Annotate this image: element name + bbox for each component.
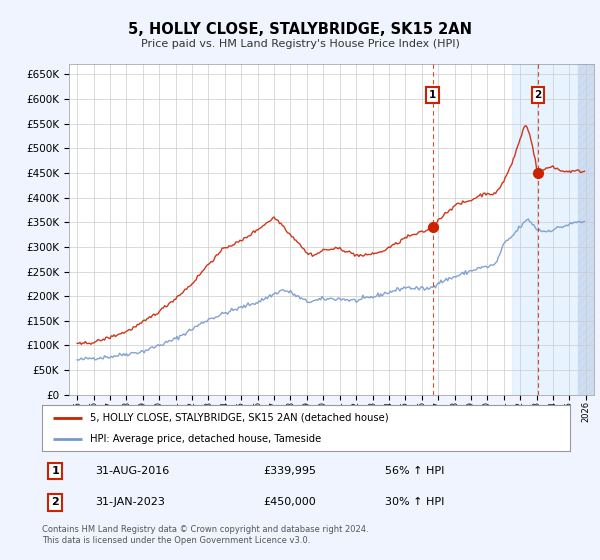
Text: 5, HOLLY CLOSE, STALYBRIDGE, SK15 2AN (detached house): 5, HOLLY CLOSE, STALYBRIDGE, SK15 2AN (d… (89, 413, 388, 423)
Text: HPI: Average price, detached house, Tameside: HPI: Average price, detached house, Tame… (89, 435, 321, 444)
Text: 56% ↑ HPI: 56% ↑ HPI (385, 466, 445, 476)
Text: 31-JAN-2023: 31-JAN-2023 (95, 497, 164, 507)
Bar (512, 64, 594, 395)
Text: £450,000: £450,000 (264, 497, 317, 507)
Bar (578, 64, 594, 395)
Text: £339,995: £339,995 (264, 466, 317, 476)
Text: 5, HOLLY CLOSE, STALYBRIDGE, SK15 2AN: 5, HOLLY CLOSE, STALYBRIDGE, SK15 2AN (128, 22, 472, 38)
Text: Contains HM Land Registry data © Crown copyright and database right 2024.
This d: Contains HM Land Registry data © Crown c… (42, 525, 368, 545)
Text: 1: 1 (429, 90, 436, 100)
Text: 2: 2 (52, 497, 59, 507)
Text: 30% ↑ HPI: 30% ↑ HPI (385, 497, 445, 507)
Text: Price paid vs. HM Land Registry's House Price Index (HPI): Price paid vs. HM Land Registry's House … (140, 39, 460, 49)
Text: 31-AUG-2016: 31-AUG-2016 (95, 466, 169, 476)
Text: 1: 1 (52, 466, 59, 476)
Text: 2: 2 (534, 90, 542, 100)
